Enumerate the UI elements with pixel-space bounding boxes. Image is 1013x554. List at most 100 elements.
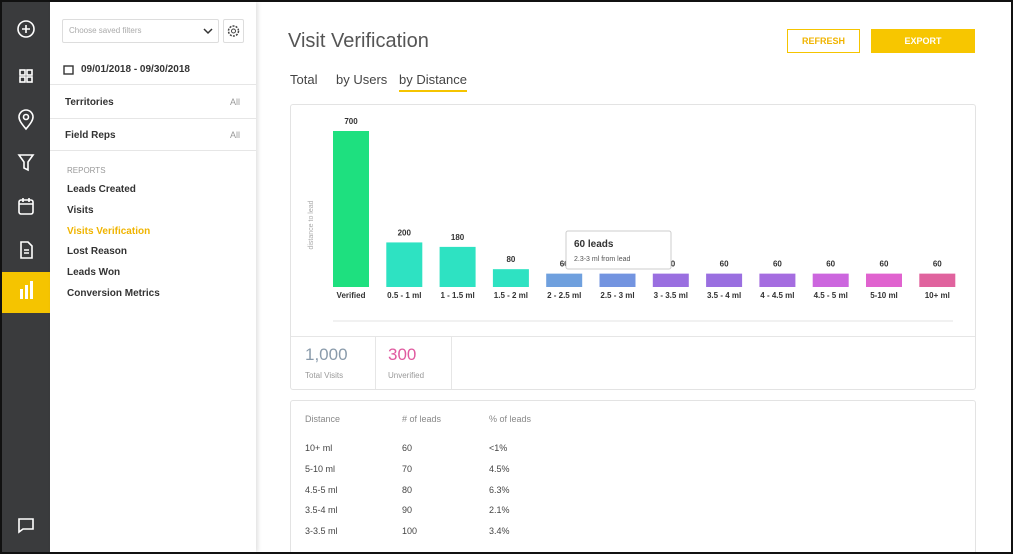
tooltip-text: 2.3-3 ml from lead — [574, 256, 631, 263]
chart-card: distance to lead 700 Verified 200 0.5 - 1 ml… — [290, 104, 976, 390]
table-cell: 2.1% — [489, 505, 510, 516]
stat-label: Total Visits — [305, 371, 344, 380]
table-cell: 60 — [402, 443, 413, 453]
table-cell: 70 — [402, 463, 413, 474]
bar[interactable] — [386, 242, 423, 287]
value-label: 60 — [826, 260, 835, 269]
divider — [50, 150, 256, 151]
x-tick-label: 4.5 - 5 ml — [814, 291, 848, 300]
x-tick-label: 10+ ml — [925, 291, 950, 300]
table-cell: 4.5-5 ml — [305, 484, 338, 495]
stat-label: Unverified — [388, 371, 425, 380]
chat-icon[interactable] — [18, 518, 34, 534]
map-icon[interactable] — [18, 109, 34, 131]
divider — [375, 336, 376, 389]
table-cell: 90 — [402, 505, 413, 516]
tooltip: 60 leads 2.3-3 ml from lead — [565, 230, 672, 270]
stat-value: 1,000 — [305, 345, 348, 364]
divider — [291, 336, 975, 337]
tab[interactable]: by Users — [336, 72, 388, 87]
divider — [50, 118, 256, 119]
x-tick-label: 1 - 1.5 ml — [440, 291, 474, 300]
x-tick-label: 2 - 2.5 ml — [547, 291, 581, 300]
filter-label[interactable]: Territories — [65, 97, 114, 108]
table-card: Distance # of leads % of leads 10+ ml 60 <1% 5… — [290, 400, 976, 552]
bar[interactable] — [652, 273, 689, 287]
date-range[interactable]: 09/01/2018 - 09/30/2018 — [81, 64, 190, 75]
gear-icon — [227, 25, 240, 37]
value-label: 200 — [398, 228, 412, 237]
reports-icon[interactable] — [20, 281, 33, 299]
calendar-icon[interactable] — [18, 198, 34, 215]
settings-button[interactable] — [223, 19, 244, 43]
nav-icons — [2, 20, 50, 534]
table-cell: 100 — [402, 526, 418, 537]
tab[interactable]: Total — [290, 72, 318, 87]
refresh-button[interactable]: REFRESH — [787, 29, 860, 53]
report-link[interactable]: Visits Verification — [67, 225, 151, 237]
value-label: 180 — [451, 233, 465, 242]
report-link[interactable]: Leads Created — [67, 184, 136, 195]
value-label: 60 — [560, 260, 569, 269]
tooltip-box — [565, 230, 672, 270]
x-tick-label: 4 - 4.5 ml — [760, 291, 794, 300]
bar[interactable] — [706, 273, 743, 287]
table-cell: 80 — [402, 484, 413, 495]
page-title: Visit Verification — [288, 30, 429, 52]
filter-panel: Choose saved filters 09/01/2018 - 09/30/… — [50, 2, 256, 552]
filter-icon[interactable] — [17, 154, 35, 172]
table-header: % of leads — [489, 414, 532, 424]
filter-value: All — [229, 130, 240, 140]
bar[interactable] — [333, 131, 369, 287]
chevron — [203, 28, 213, 35]
divider — [451, 336, 452, 389]
stat-value: 300 — [388, 345, 417, 364]
bar[interactable] — [492, 269, 529, 287]
calendar-small-icon — [63, 65, 74, 75]
report-link[interactable]: Visits — [67, 204, 94, 216]
x-tick-label: 1.5 - 2 ml — [494, 291, 528, 300]
table-cell: 6.3% — [489, 484, 510, 495]
value-label: 700 — [344, 117, 358, 126]
bar[interactable] — [919, 273, 956, 287]
bar[interactable] — [759, 273, 796, 287]
dashboard-icon[interactable] — [19, 69, 33, 83]
export-button[interactable]: EXPORT — [871, 29, 975, 53]
value-label: 60 — [880, 260, 889, 269]
bar[interactable] — [812, 273, 849, 287]
bar[interactable] — [866, 273, 902, 287]
x-tick-label: 5-10 ml — [870, 291, 898, 300]
x-tick-label: 3 - 3.5 ml — [654, 291, 688, 300]
bar[interactable] — [599, 273, 636, 287]
value-label: 60 — [933, 260, 942, 269]
x-tick-label: 3.5 - 4 ml — [707, 291, 741, 300]
report-link[interactable]: Leads Won — [67, 267, 121, 279]
value-label: 60 — [773, 260, 782, 269]
value-label: 80 — [506, 255, 515, 264]
document-icon[interactable] — [20, 241, 33, 259]
table-cell: 4.5% — [489, 463, 510, 474]
y-axis-label: distance to lead — [308, 200, 315, 249]
table-header: Distance — [305, 414, 341, 424]
chart: distance to lead 700 Verified 200 0.5 - 1 ml… — [308, 117, 956, 322]
tab[interactable]: by Distance — [399, 72, 467, 92]
saved-filter-select[interactable]: Choose saved filters — [62, 19, 219, 43]
table-cell: 3.5-4 ml — [305, 505, 338, 516]
bar[interactable] — [546, 273, 583, 287]
tooltip-title: 60 leads — [574, 239, 614, 250]
table-cell: 3.4% — [489, 526, 510, 537]
add-icon[interactable] — [17, 20, 35, 38]
filter-value: All — [229, 97, 240, 107]
bar[interactable] — [439, 246, 476, 287]
report-link[interactable]: Lost Reason — [67, 246, 128, 258]
nav-bar — [2, 2, 50, 552]
filter-label[interactable]: Field Reps — [65, 130, 116, 141]
value-label: 60 — [720, 260, 729, 269]
select-placeholder: Choose saved filters — [69, 26, 142, 35]
divider — [50, 84, 256, 85]
x-tick-label: Verified — [337, 291, 366, 300]
report-link[interactable]: Conversion Metrics — [67, 288, 160, 299]
table-cell: 3-3.5 ml — [305, 526, 338, 537]
section-label: REPORTS — [67, 166, 106, 175]
